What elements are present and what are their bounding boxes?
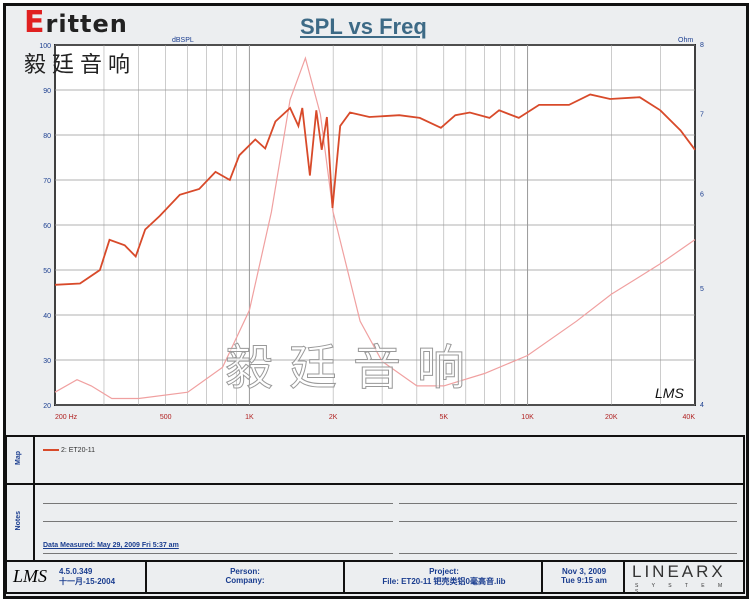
y-right-tick: 6 <box>700 191 704 198</box>
y-left-tick: 40 <box>43 313 51 320</box>
plot: 20 30 40 50 60 70 80 90 100 4 5 6 7 8 200 Hz 500 1K 2K 5K 1… <box>39 37 704 421</box>
x-tick: 1K <box>245 414 254 421</box>
legend-label: Map <box>15 451 22 465</box>
y-left-tick: 60 <box>43 223 51 230</box>
notes-panel: Notes Data Measured: May 29, 2009 Fri 5:… <box>5 483 745 562</box>
chart-title: SPL vs Freq <box>300 14 427 39</box>
x-tick: 200 Hz <box>55 414 78 421</box>
impedance-line <box>54 56 696 400</box>
serial: 十一月-15-2004 <box>59 577 116 586</box>
lms-annotation: LMS <box>655 385 684 401</box>
measured-date: Data Measured: May 29, 2009 Fri 5:37 am <box>43 542 179 549</box>
legend-entry: 2: ET20-11 <box>43 447 95 454</box>
legend-panel: Map 2: ET20-11 <box>5 435 745 487</box>
tick-labels: 20 30 40 50 60 70 80 90 100 4 5 6 7 8 200 Hz 500 1K 2K 5K 1… <box>39 42 704 421</box>
y-left-tick: 70 <box>43 178 51 185</box>
grid <box>54 44 696 406</box>
y-left-tick: 20 <box>43 403 51 410</box>
legend-entry-label: 2: ET20-11 <box>60 447 96 454</box>
x-tick: 10K <box>521 414 534 421</box>
x-tick: 40K <box>683 414 696 421</box>
linearx-sub: S Y S T E M S <box>635 583 729 595</box>
y-left-tick: 100 <box>39 43 51 50</box>
brand-chinese: 毅廷音响 <box>24 53 137 78</box>
y-left-tick: 50 <box>43 268 51 275</box>
x-tick: 2K <box>329 414 338 421</box>
spl-line <box>54 93 696 286</box>
date: Nov 3, 2009 <box>561 567 607 576</box>
file: File: ET20-11 钯壳类铝0毫高音.lib <box>382 577 506 586</box>
company: Company: <box>225 576 265 585</box>
y-right-label: Ohm <box>678 37 693 44</box>
y-left-tick: 30 <box>43 358 51 365</box>
y-right-tick: 7 <box>700 111 704 118</box>
y-right-tick: 8 <box>700 42 704 49</box>
x-tick: 5K <box>440 414 449 421</box>
y-left-tick: 90 <box>43 88 51 95</box>
watermark: 毅廷音响 <box>224 340 482 397</box>
time: Tue 9:15 am <box>561 576 607 585</box>
y-left-label: dBSPL <box>172 37 194 44</box>
y-right-tick: 5 <box>700 286 704 293</box>
y-right-tick: 4 <box>700 402 704 409</box>
person: Person: <box>230 567 260 576</box>
footer: LMS 4.5.0.349 十一月-15-2004 Person: Company:… <box>5 560 745 595</box>
linearx-logo: LINEARX <box>632 562 726 581</box>
project: Project: <box>429 567 459 576</box>
notes-label: Notes <box>15 511 22 531</box>
brand-logo: Eritten <box>24 5 128 40</box>
x-tick: 20K <box>605 414 618 421</box>
x-tick: 500 <box>160 414 172 421</box>
legend-swatch <box>43 449 59 452</box>
version: 4.5.0.349 <box>59 567 93 576</box>
y-left-tick: 80 <box>43 133 51 140</box>
lms-logo: LMS <box>13 566 48 586</box>
